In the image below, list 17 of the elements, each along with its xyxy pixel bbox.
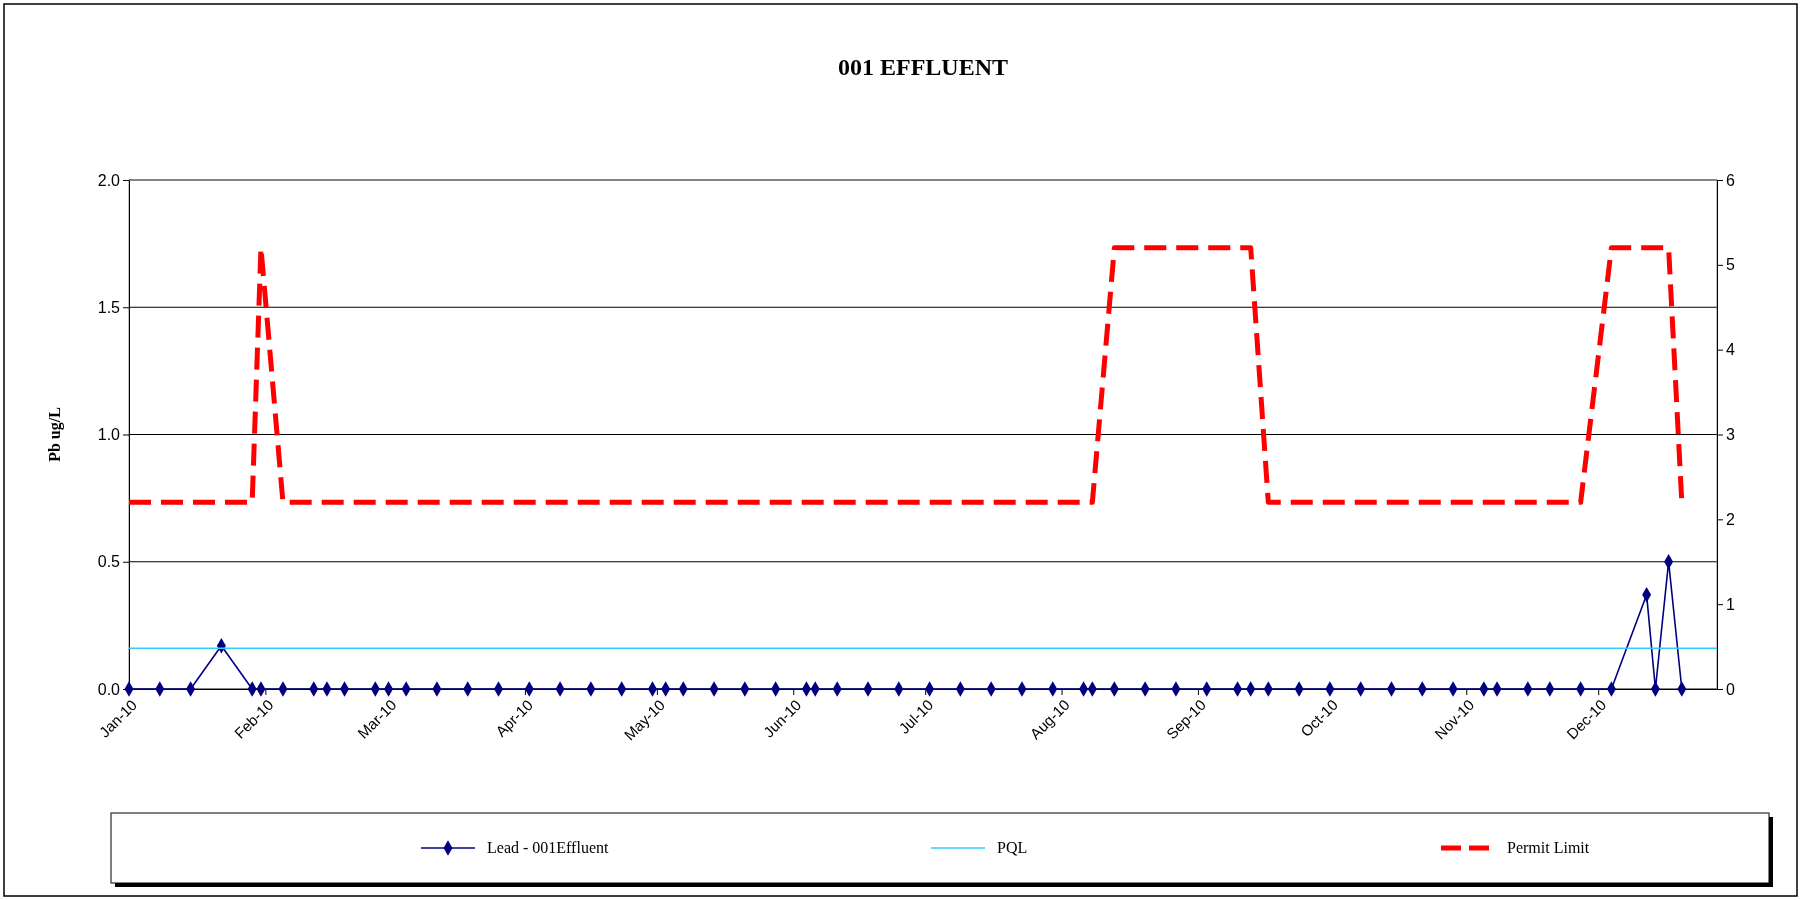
legend-label: Lead - 001Effluent xyxy=(487,839,609,856)
y2-tick-label: 2 xyxy=(1726,510,1735,528)
y-axis-title: Pb ug/L xyxy=(46,407,64,462)
chart-title: 001 EFFLUENT xyxy=(837,54,1009,80)
y-tick-label: 1.5 xyxy=(97,298,121,316)
y2-tick-label: 6 xyxy=(1726,171,1735,189)
legend-label: Permit Limit xyxy=(1507,839,1590,856)
y2-tick-label: 4 xyxy=(1726,341,1735,359)
y2-tick-label: 1 xyxy=(1726,595,1735,613)
y2-tick-label: 5 xyxy=(1726,256,1735,274)
y-tick-label: 1.0 xyxy=(97,426,121,444)
y-tick-label: 0.5 xyxy=(97,553,121,571)
y-tick-label: 2.0 xyxy=(97,171,121,189)
y2-tick-label: 3 xyxy=(1726,426,1735,444)
y-tick-label: 0.0 xyxy=(97,680,121,698)
legend-label: PQL xyxy=(997,839,1028,856)
y2-tick-label: 0 xyxy=(1726,680,1735,698)
